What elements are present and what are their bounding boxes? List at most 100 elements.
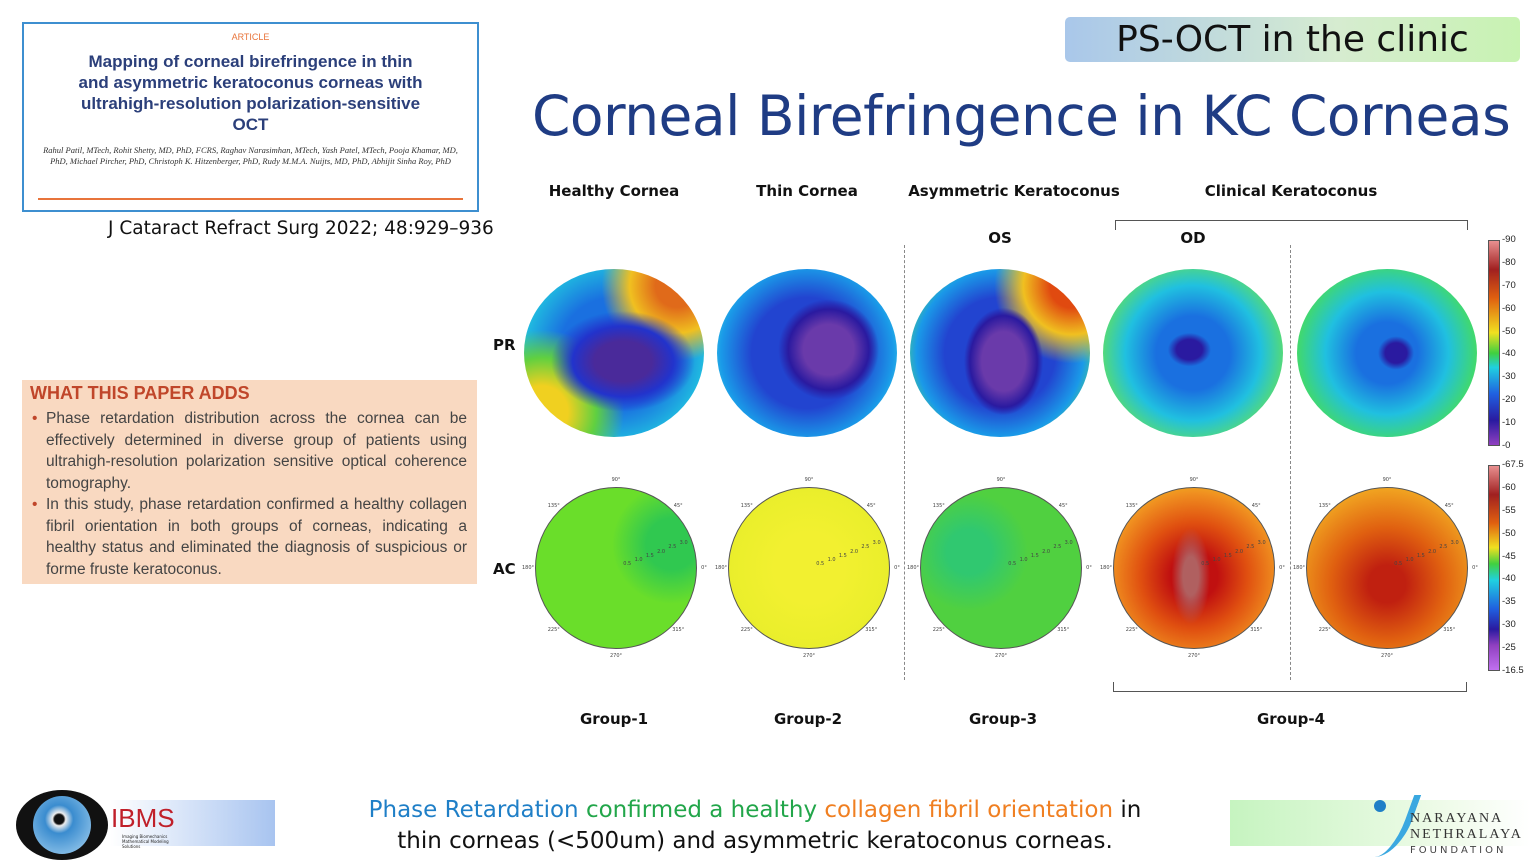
- conclusion-part: collagen fibril orientation: [824, 797, 1114, 823]
- polar-ring-label: 2.0: [1042, 548, 1051, 555]
- polar-angle-label: 0°: [1279, 565, 1285, 571]
- polar-ring-label: 1.0: [1405, 556, 1414, 563]
- colorbar-tick-label: -16.5: [1502, 665, 1524, 676]
- person-logo-icon: [1374, 800, 1386, 812]
- polar-angle-label: 270°: [1187, 653, 1201, 659]
- eye-label-os: OS: [988, 229, 1012, 247]
- polar-ring-label: 3.0: [872, 540, 881, 547]
- polar-angle-label: 90°: [996, 477, 1006, 483]
- polar-ring-label: 2.5: [1246, 544, 1255, 551]
- polar-ring-label: 3.0: [1450, 540, 1459, 547]
- ac-map-clinical-os: [1113, 487, 1275, 649]
- polar-angle-label: 45°: [1058, 502, 1068, 509]
- polar-angle-label: 180°: [1292, 565, 1306, 571]
- ibms-logo-banner: [110, 800, 275, 846]
- polar-angle-label: 45°: [866, 502, 876, 509]
- polar-ring-label: 2.5: [1053, 544, 1062, 551]
- polar-ring-label: 1.5: [838, 552, 847, 559]
- article-kind: ARTICLE: [231, 32, 270, 42]
- polar-ring-label: 3.0: [679, 540, 688, 547]
- bullet-item: Phase retardation distribution across th…: [30, 408, 467, 494]
- slide-title: Corneal Birefringence in KC Corneas: [532, 84, 1511, 148]
- column-header-asymmetric: Asymmetric Keratoconus: [908, 182, 1120, 200]
- divider: [38, 198, 463, 200]
- colorbar-tick-label: -35: [1502, 596, 1516, 608]
- colorbar-tick-label: -55: [1502, 504, 1516, 516]
- polar-angle-label: 225°: [547, 627, 560, 634]
- polar-angle-label: 270°: [802, 653, 816, 659]
- ac-map-clinical-od: [1306, 487, 1468, 649]
- polar-ring-label: 0.5: [1394, 560, 1403, 567]
- conclusion-part: Phase Retardation: [368, 797, 579, 823]
- polar-angle-label: 135°: [1125, 502, 1138, 509]
- polar-angle-label: 180°: [714, 565, 728, 571]
- polar-angle-label: 270°: [994, 653, 1008, 659]
- polar-angle-label: 180°: [1099, 565, 1113, 571]
- polar-angle-label: 180°: [521, 565, 535, 571]
- group-label: Group-4: [1256, 710, 1326, 728]
- column-header-clinical: Clinical Keratoconus: [1204, 182, 1378, 200]
- conclusion-part: confirmed a healthy: [585, 797, 818, 823]
- ibms-logo-text: IBMS: [111, 803, 175, 833]
- citation: J Cataract Refract Surg 2022; 48:929–936: [108, 218, 494, 239]
- polar-angle-label: 135°: [932, 502, 945, 509]
- polar-angle-label: 45°: [1251, 502, 1261, 509]
- column-header-thin: Thin Cornea: [756, 182, 858, 200]
- polar-ring-label: 2.5: [1439, 544, 1448, 551]
- pr-map-clinical-od: [1297, 269, 1477, 437]
- ibms-logo-subtext: Imaging Biomechanics Mathematical Modeli…: [122, 834, 169, 849]
- polar-angle-label: 90°: [804, 477, 814, 483]
- polar-angle-label: 225°: [740, 627, 753, 634]
- colorbar-tick-label: -30: [1502, 371, 1516, 383]
- separator-line: [904, 245, 905, 680]
- ibms-camera-logo: [16, 790, 108, 860]
- colorbar-tick-label: -40: [1502, 573, 1516, 585]
- colorbar-tick-label: -50: [1502, 325, 1516, 337]
- logo-line: NARAYANA: [1410, 811, 1504, 826]
- polar-angle-label: 315°: [1057, 627, 1070, 634]
- polar-angle-label: 45°: [1444, 502, 1454, 509]
- polar-ring-label: 3.0: [1064, 540, 1073, 547]
- polar-angle-label: 270°: [1380, 653, 1394, 659]
- article-title: Mapping of corneal birefringence in thin…: [78, 52, 423, 134]
- top-bracket: [1115, 220, 1468, 230]
- colorbar-tick-label: -40: [1502, 348, 1516, 360]
- ac-map-thin: [728, 487, 890, 649]
- polar-angle-label: 225°: [1125, 627, 1138, 634]
- polar-ring-label: 1.5: [645, 552, 654, 559]
- polar-ring-label: 1.0: [827, 556, 836, 563]
- ac-map-asymmetric: [920, 487, 1082, 649]
- colorbar-tick-label: -50: [1502, 527, 1516, 539]
- column-header-healthy: Healthy Cornea: [548, 182, 680, 200]
- group-label: Group-3: [968, 710, 1038, 728]
- foundation-text: FOUNDATION: [1410, 845, 1507, 856]
- row-label-pr: PR: [493, 336, 516, 354]
- bottom-bracket: [1113, 682, 1467, 692]
- polar-angle-label: 315°: [1443, 627, 1456, 634]
- polar-ring-label: 1.5: [1223, 552, 1232, 559]
- polar-ring-label: 1.0: [1212, 556, 1221, 563]
- colorbar-tick-label: -60: [1502, 481, 1516, 493]
- colorbar-tick-label: -45: [1502, 550, 1516, 562]
- colorbar-tick-label: -20: [1502, 394, 1516, 406]
- colorbar-tick-label: -70: [1502, 279, 1516, 291]
- polar-angle-label: 270°: [609, 653, 623, 659]
- polar-ring-label: 1.5: [1030, 552, 1039, 559]
- polar-ring-label: 0.5: [1008, 560, 1017, 567]
- row-label-ac: AC: [493, 560, 516, 578]
- group-label: Group-2: [773, 710, 843, 728]
- polar-angle-label: 0°: [1472, 565, 1478, 571]
- polar-ring-label: 1.0: [1019, 556, 1028, 563]
- colorbar-tick-label: -90: [1502, 234, 1516, 245]
- polar-angle-label: 315°: [672, 627, 685, 634]
- polar-angle-label: 90°: [1189, 477, 1199, 483]
- narayana-logo-text: NARAYANA NETHRALAYA: [1410, 811, 1523, 843]
- polar-ring-label: 1.5: [1416, 552, 1425, 559]
- conclusion-text: Phase Retardation confirmed a healthy co…: [300, 795, 1210, 857]
- pr-map-clinical-os: [1103, 269, 1283, 437]
- polar-angle-label: 135°: [547, 502, 560, 509]
- polar-angle-label: 135°: [1318, 502, 1331, 509]
- pr-map-healthy: [524, 269, 704, 437]
- conclusion-part: in: [1120, 797, 1142, 823]
- polar-ring-label: 2.0: [1235, 548, 1244, 555]
